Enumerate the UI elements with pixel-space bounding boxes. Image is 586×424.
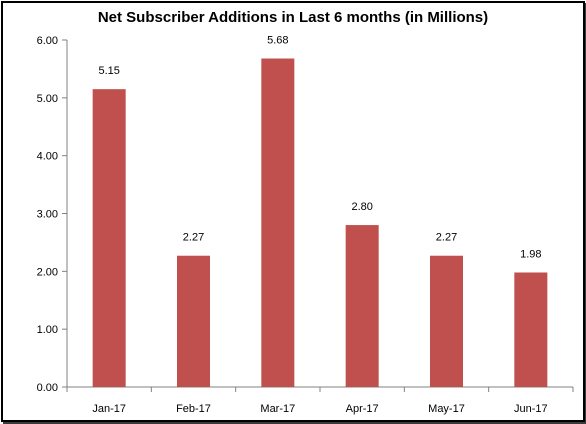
- bar: [345, 225, 379, 387]
- data-label: 1.98: [520, 248, 541, 260]
- y-tick-label: 3.00: [37, 209, 58, 221]
- y-tick-label: 4.00: [37, 151, 58, 163]
- x-tick-label: May-17: [428, 403, 465, 415]
- y-tick-label: 0.00: [37, 382, 58, 394]
- x-tick-label: Mar-17: [260, 403, 295, 415]
- bar: [177, 255, 210, 387]
- data-label: 2.80: [351, 201, 372, 213]
- bar: [430, 255, 463, 387]
- y-tick-label: 6.00: [37, 35, 58, 47]
- x-tick-label: Jun-17: [514, 403, 548, 415]
- x-tick-label: Apr-17: [346, 403, 379, 415]
- x-tick-label: Feb-17: [176, 403, 211, 415]
- y-tick-label: 5.00: [37, 93, 58, 105]
- data-label: 5.68: [267, 35, 288, 47]
- y-tick-label: 1.00: [37, 324, 58, 336]
- bar: [514, 272, 548, 387]
- data-label: 2.27: [183, 232, 204, 244]
- bar: [261, 58, 295, 388]
- y-tick-label: 2.00: [37, 266, 58, 278]
- chart-title: Net Subscriber Additions in Last 6 month…: [97, 9, 489, 26]
- bar-chart: 0.00 1.00 2.00 3.00 4.00 5.00 6.00 5.15 Jan-17 2.…: [37, 35, 574, 415]
- x-tick-label: Jan-17: [92, 403, 126, 415]
- bar: [92, 89, 126, 388]
- data-label: 5.15: [98, 65, 119, 77]
- data-label: 2.27: [436, 232, 457, 244]
